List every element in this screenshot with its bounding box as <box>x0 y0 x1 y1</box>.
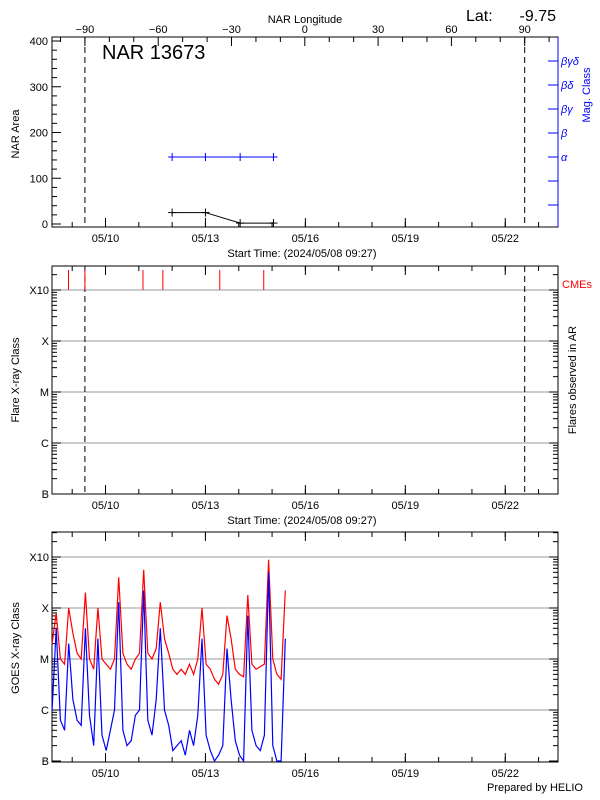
p3-ylabel: GOES X-ray Class <box>10 602 22 694</box>
y-tick-label: X <box>42 336 50 348</box>
y-tick-label: C <box>41 438 49 450</box>
y-tick-label: C <box>41 705 49 717</box>
y-tick-label: B <box>42 756 49 768</box>
y-tick-label: M <box>40 387 49 399</box>
y-tick-label: X10 <box>29 552 49 564</box>
x-tick-label: 05/22 <box>491 768 519 780</box>
y-tick-label: 400 <box>30 36 48 48</box>
y-tick-label: 200 <box>30 128 48 140</box>
x-tick-label: 05/13 <box>192 768 220 780</box>
longitude-tick-label: 0 <box>302 24 308 36</box>
top-axis-label: NAR Longitude <box>268 14 343 26</box>
x-tick-label: 05/19 <box>392 768 420 780</box>
prepared-by: Prepared by HELIO <box>487 782 583 794</box>
x-tick-label: 05/10 <box>92 500 120 512</box>
x-tick-label: 05/16 <box>292 500 320 512</box>
y-tick-label: X <box>42 603 50 615</box>
mag-class-tick-label: βγ <box>560 104 574 116</box>
longitude-tick-label: 30 <box>372 24 384 36</box>
y-tick-label: 300 <box>30 82 48 94</box>
x-tick-label: 05/16 <box>292 768 320 780</box>
mag-class-tick-label: α <box>561 152 568 164</box>
x-tick-label: 05/10 <box>92 768 120 780</box>
y-tick-label: 100 <box>30 173 48 185</box>
x-tick-label: 05/13 <box>192 233 220 245</box>
longitude-tick-label: 60 <box>445 24 457 36</box>
goes-long-channel-line <box>51 559 286 686</box>
p2-ylabel: Flare X-ray Class <box>10 337 22 422</box>
y-tick-label: M <box>40 654 49 666</box>
longitude-tick-label: −90 <box>76 24 95 36</box>
nar-title: NAR 13673 <box>102 42 205 64</box>
mag-class-tick-label: βδ <box>560 80 574 92</box>
x-tick-label: 05/22 <box>491 500 519 512</box>
lat-value: -9.75 <box>520 8 557 25</box>
p2-xlabel: Start Time: (2024/05/08 09:27) <box>227 515 376 527</box>
plot-layer: 0 100 200 300 400 αβ βγ βδ βγδ −90 −60 −30 0 30 60 90 05… <box>29 24 579 780</box>
p2-y2label: Flares observed in AR <box>567 326 579 434</box>
longitude-tick-label: −30 <box>222 24 241 36</box>
longitude-tick-label: −60 <box>149 24 168 36</box>
lat-label: Lat: <box>466 8 493 25</box>
goes-short-channel-line <box>51 572 286 763</box>
x-tick-label: 05/10 <box>92 233 120 245</box>
p1-ylabel: NAR Area <box>10 109 22 159</box>
cme-label: CMEs <box>562 279 592 291</box>
mag-class-tick-label: βγδ <box>560 56 580 68</box>
nar-area-line <box>172 212 274 224</box>
y-tick-label: 0 <box>42 219 48 231</box>
y-tick-label: B <box>42 489 49 501</box>
x-tick-label: 05/19 <box>392 500 420 512</box>
longitude-tick-label: 90 <box>519 24 531 36</box>
x-tick-label: 05/22 <box>491 233 519 245</box>
p1-xlabel: Start Time: (2024/05/08 09:27) <box>227 248 376 260</box>
x-tick-label: 05/19 <box>392 233 420 245</box>
x-tick-label: 05/13 <box>192 500 220 512</box>
y-tick-label: X10 <box>29 285 49 297</box>
p1-y2label: Mag. Class <box>581 67 593 123</box>
mag-class-tick-label: β <box>560 128 568 140</box>
x-tick-label: 05/16 <box>292 233 320 245</box>
